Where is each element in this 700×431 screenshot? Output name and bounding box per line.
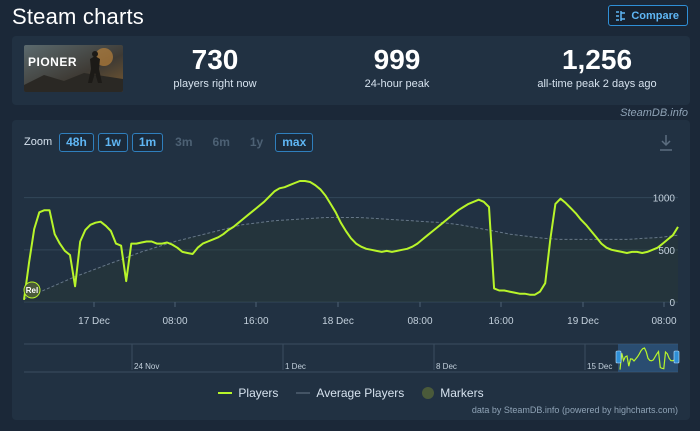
players-line [23,180,679,301]
average-swatch-icon [296,392,311,394]
zoom-controls: Zoom 48h 1w 1m 3m 6m 1y max [24,132,314,152]
x-tick-label: 18 Dec [322,316,354,327]
stats-panel: PIONER 730 players right now 999 24-hour… [12,36,690,105]
x-tick-label: 19 Dec [567,316,599,327]
navigator-label: 8 Dec [436,362,457,371]
navigator-handle[interactable] [615,350,622,364]
steamdb-credit[interactable]: SteamDB.info [620,107,688,119]
x-tick-label: 08:00 [162,316,187,327]
players-swatch-icon [218,392,233,394]
legend-markers[interactable]: Markers [422,386,484,400]
zoom-1m-button[interactable]: 1m [131,132,164,152]
stat-value: 999 [373,44,421,75]
x-tick-label: 08:00 [651,316,676,327]
navigator-label: 15 Dec [587,362,612,371]
zoom-label: Zoom [24,136,53,148]
legend-players-label: Players [238,386,279,400]
legend-average-players[interactable]: Average Players [296,386,404,400]
navigator-label: 1 Dec [285,362,306,371]
markers-swatch-icon [422,387,435,399]
y-tick-label: 1000 [653,194,676,205]
x-tick-label: 08:00 [407,316,432,327]
stat-24h-peak: 999 24-hour peak [347,44,447,90]
chart-panel: Zoom 48h 1w 1m 3m 6m 1y max 0 500 1000 17 … [12,120,690,420]
navigator-handle[interactable] [673,350,680,364]
zoom-3m-button[interactable]: 3m [175,135,193,149]
average-players-line [23,217,679,300]
zoom-48h-button[interactable]: 48h [59,132,94,152]
legend-markers-label: Markers [440,386,484,400]
zoom-6m-button[interactable]: 6m [212,135,230,149]
stat-label: 24-hour peak [364,78,430,90]
game-artwork-icon [24,45,123,92]
x-tick-label: 17 Dec [78,316,110,327]
y-tick-label: 500 [658,246,675,257]
stat-all-time-peak: 1,256 all-time peak 2 days ago [517,44,677,90]
players-chart[interactable]: 0 500 1000 17 Dec 08:00 16:00 18 Dec 08:00 16:0… [12,120,690,420]
compare-button[interactable]: Compare [608,5,688,26]
stat-label: players right now [173,78,257,90]
navigator-mini-line [619,347,677,370]
page-title: Steam charts [12,4,145,29]
release-marker-label: Rel [26,286,38,295]
stat-value: 730 [191,44,239,75]
page-header: Steam charts Compare [12,2,690,29]
stat-current-players: 730 players right now [160,44,270,90]
legend-players[interactable]: Players [218,386,278,400]
download-icon[interactable] [658,134,674,152]
zoom-max-button[interactable]: max [275,132,314,152]
compare-icon [616,10,626,21]
chart-legend: Players Average Players Markers [12,386,690,400]
legend-average-label: Average Players [316,386,405,400]
average-area [24,217,678,302]
y-tick-label: 0 [669,298,675,309]
navigator-label: 24 Nov [134,362,159,371]
stat-value: 1,256 [561,44,633,75]
release-marker[interactable] [23,281,41,299]
zoom-1w-button[interactable]: 1w [97,132,128,152]
zoom-1y-button[interactable]: 1y [249,135,264,149]
game-thumbnail[interactable]: PIONER [24,45,123,92]
highcharts-credit[interactable]: data by SteamDB.info (powered by highcha… [471,405,678,415]
compare-label: Compare [631,9,679,22]
stat-label: all-time peak 2 days ago [537,78,657,90]
x-tick-label: 16:00 [243,316,268,327]
x-tick-label: 16:00 [488,316,513,327]
game-thumb-text: PIONER [28,55,78,69]
